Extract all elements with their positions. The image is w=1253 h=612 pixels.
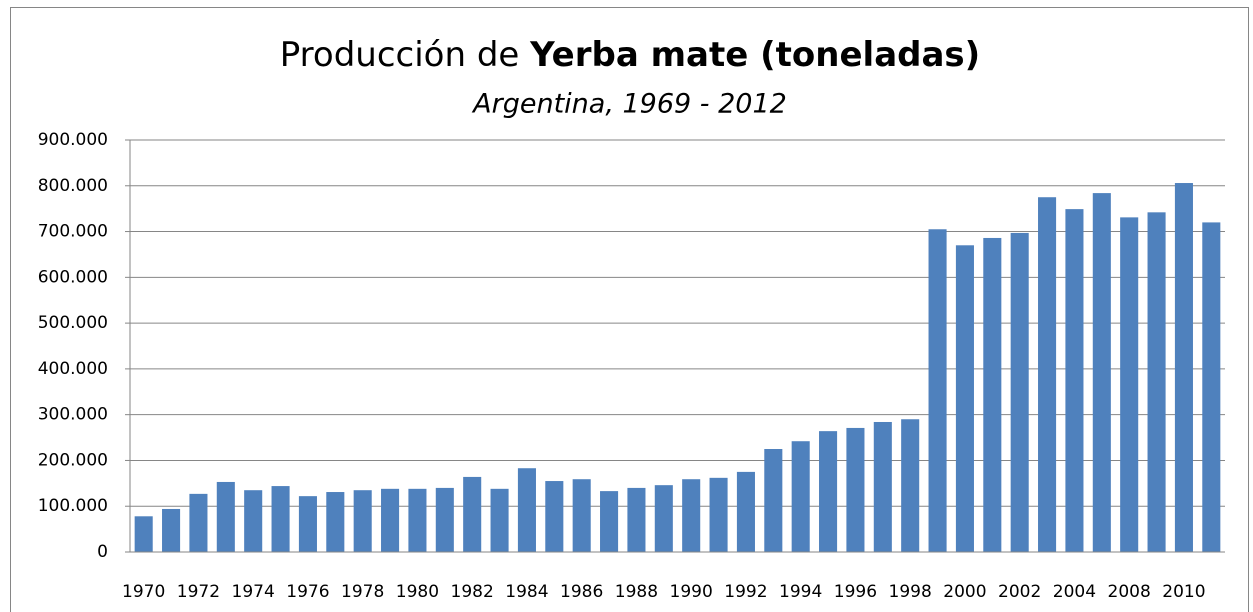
y-tick-label: 600.000 (38, 267, 108, 287)
x-tick-label: 1994 (779, 582, 822, 602)
bar (1147, 212, 1166, 552)
bar (326, 492, 345, 552)
x-tick-label: 2002 (998, 582, 1041, 602)
bar (435, 487, 454, 552)
x-tick-label: 1970 (122, 582, 165, 602)
y-tick-label: 200.000 (38, 450, 108, 470)
bar (353, 490, 372, 552)
y-tick-label: 0 (97, 542, 108, 562)
title-text: Producción de (280, 35, 520, 75)
y-tick-label: 100.000 (38, 496, 108, 516)
bar (791, 441, 810, 552)
bar (463, 476, 482, 552)
x-tick-label: 1972 (177, 582, 220, 602)
x-tick-label: 2010 (1162, 582, 1205, 602)
bar (271, 486, 290, 552)
bar (709, 477, 728, 552)
bar (955, 245, 974, 553)
bar (189, 493, 208, 552)
chart-border (10, 7, 1249, 612)
x-tick-label: 1990 (670, 582, 713, 602)
x-tick-label: 1992 (724, 582, 767, 602)
bar (627, 487, 646, 552)
x-tick-label: 1996 (834, 582, 877, 602)
bar (216, 481, 235, 552)
bar (1174, 183, 1193, 552)
bar (490, 488, 509, 552)
x-tick-label: 1984 (505, 582, 548, 602)
bar (162, 508, 181, 552)
bar (545, 481, 564, 552)
y-tick-label: 800.000 (38, 176, 108, 196)
bar (134, 516, 153, 552)
y-tick-label: 900.000 (38, 130, 108, 150)
bar (1065, 209, 1084, 552)
x-tick-label: 1974 (232, 582, 275, 602)
bar (1010, 232, 1029, 552)
x-tick-label: 1976 (286, 582, 329, 602)
bar (764, 449, 783, 552)
bar (381, 488, 400, 552)
bar (846, 427, 865, 552)
chart-subtitle: Argentina, 1969 - 2012 (471, 89, 787, 120)
chart-title: Producción de Yerba mate (toneladas) (280, 35, 980, 75)
bar (298, 496, 317, 552)
x-tick-label: 1988 (615, 582, 658, 602)
bar (873, 421, 892, 552)
x-tick-label: 1978 (341, 582, 384, 602)
bar (244, 490, 263, 552)
bar (1120, 217, 1139, 552)
bar (819, 431, 838, 552)
bar (654, 485, 673, 552)
y-tick-label: 500.000 (38, 313, 108, 333)
x-tick-label: 1980 (396, 582, 439, 602)
x-tick-label: 1982 (451, 582, 494, 602)
bar (682, 479, 701, 552)
bar (408, 488, 427, 552)
bar (1038, 197, 1057, 552)
x-tick-label: 2004 (1053, 582, 1096, 602)
bar (983, 237, 1002, 552)
bar (736, 471, 755, 552)
bar (928, 229, 947, 552)
bar (517, 468, 536, 552)
x-tick-label: 2000 (943, 582, 986, 602)
title-bold-text: Yerba mate (toneladas) (529, 35, 980, 75)
y-tick-label: 400.000 (38, 359, 108, 379)
x-tick-label: 1998 (889, 582, 932, 602)
bar (1092, 193, 1111, 552)
bar (901, 419, 920, 552)
x-tick-label: 2008 (1108, 582, 1151, 602)
y-tick-label: 300.000 (38, 405, 108, 425)
y-tick-label: 700.000 (38, 222, 108, 242)
bar (600, 491, 619, 552)
bar (1202, 222, 1221, 552)
bar (572, 479, 591, 552)
x-tick-label: 1986 (560, 582, 603, 602)
